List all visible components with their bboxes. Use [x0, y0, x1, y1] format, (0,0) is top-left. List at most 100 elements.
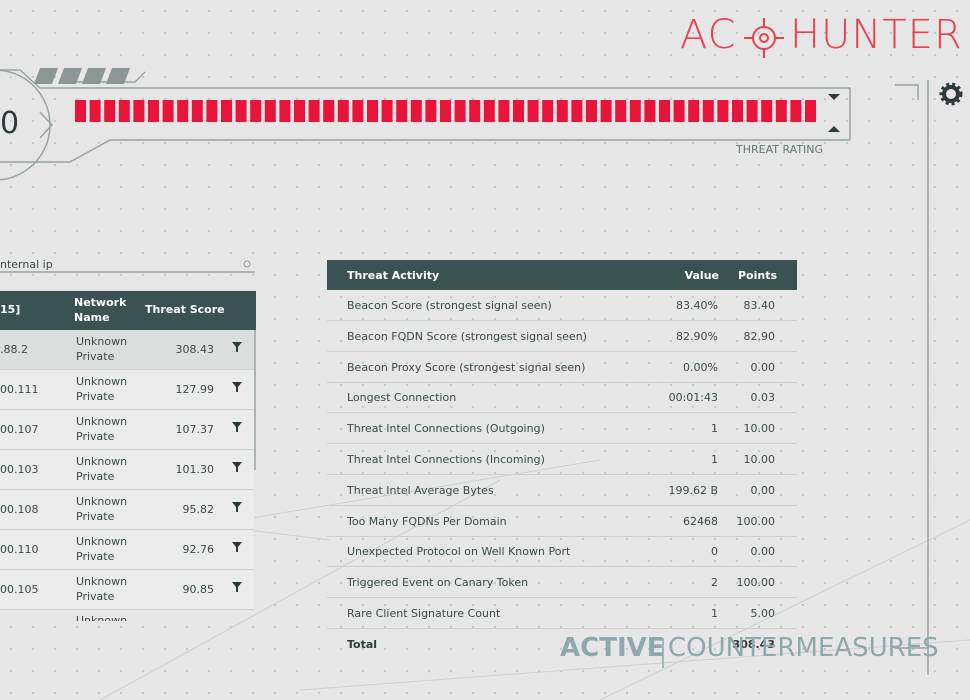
logo-left: AC	[680, 12, 737, 58]
threat-score-cell: 107.37	[175, 423, 215, 436]
value-cell: 2	[711, 576, 718, 590]
gauge-segment	[659, 100, 670, 122]
filter-icon[interactable]	[232, 422, 242, 432]
network-name-cell: Unknown Private	[76, 575, 128, 603]
activity-cell: Unexpected Protocol on Well Known Port	[347, 545, 571, 559]
gauge-segment	[805, 100, 816, 122]
value-cell: 82.90%	[676, 329, 718, 343]
ip-cell: 00.107	[0, 423, 39, 436]
value-cell: 0.00%	[683, 360, 718, 374]
value-cell: 199.62 B	[668, 483, 718, 497]
gauge-segment	[89, 100, 101, 122]
filter-icon[interactable]	[232, 382, 242, 392]
network-name-cell: Unknown Private	[76, 335, 128, 363]
gauge-segment	[732, 100, 743, 122]
value-cell: 1	[711, 422, 718, 436]
ip-cell: 00.111	[0, 383, 39, 396]
footer-logo-right: COUNTERMEASURES	[668, 633, 939, 663]
header-cell: Value	[684, 269, 719, 282]
gauge-segment	[761, 100, 773, 122]
ip-cell: 00.105	[0, 583, 39, 596]
value-cell: 00:01:43	[668, 391, 718, 405]
gauge-segment	[337, 100, 349, 122]
gauge-segment	[688, 100, 700, 122]
header-cell: 15]	[0, 303, 21, 316]
gauge-segment	[790, 100, 802, 122]
table-row	[327, 321, 797, 352]
table-row[interactable]	[0, 410, 254, 450]
table-row	[327, 444, 797, 475]
points-cell: 100.00	[736, 514, 776, 528]
table-row[interactable]	[0, 490, 254, 530]
table-row	[327, 567, 797, 599]
table-row[interactable]	[0, 370, 254, 410]
gauge-segment	[352, 100, 364, 122]
network-name-cell: Unknown	[76, 614, 128, 621]
filter-icon[interactable]	[232, 342, 242, 352]
gauge-segment	[148, 100, 159, 122]
table-row	[327, 352, 797, 383]
filter-icon[interactable]	[232, 462, 242, 472]
total-points: 308.43	[732, 637, 775, 651]
gauge-segment	[221, 100, 232, 122]
gauge-segment	[104, 100, 116, 122]
threat-score-cell: 101.30	[175, 463, 215, 476]
table-row[interactable]	[0, 530, 254, 570]
threat-score-cell: 127.99	[175, 383, 215, 396]
gauge-segment	[717, 100, 729, 122]
gauge-segment	[308, 100, 320, 122]
threat-score-cell: 92.76	[182, 543, 215, 556]
network-name-cell: Unknown Private	[76, 495, 128, 523]
gauge-segment	[294, 100, 305, 122]
table-row	[327, 598, 797, 629]
search-input[interactable]: nternal ip	[0, 258, 53, 271]
table-row	[327, 290, 797, 321]
gauge-segment	[513, 100, 524, 122]
filter-icon[interactable]	[232, 582, 242, 592]
value-cell: 0	[711, 545, 718, 559]
activity-table: Threat Activity Value Points Beacon Score (…	[327, 260, 797, 660]
activity-cell: Rare Client Signature Count	[347, 607, 501, 620]
threat-score-cell: 95.82	[182, 503, 215, 516]
table-row	[327, 413, 797, 445]
filter-icon[interactable]	[232, 542, 242, 552]
table-row[interactable]	[0, 570, 254, 610]
gauge-label: THREAT RATING	[736, 143, 824, 156]
value-cell: 1	[711, 453, 718, 466]
points-cell: 82.90	[743, 329, 776, 343]
gauge-segment	[396, 100, 408, 122]
gauge-segment	[264, 100, 276, 122]
gauge-segment	[600, 100, 612, 122]
total-label: Total	[347, 637, 378, 651]
ip-cell: 00.108	[0, 503, 39, 516]
ip-cell: .88.2	[0, 343, 28, 356]
activity-cell: Beacon Proxy Score (strongest signal see…	[347, 360, 586, 374]
gauge-segment	[571, 100, 583, 122]
logo-right: HUNTER	[790, 12, 963, 58]
table-row[interactable]	[0, 330, 254, 370]
table-row	[327, 475, 797, 506]
activity-cell: Longest Connection	[347, 391, 457, 405]
filter-icon[interactable]	[232, 502, 242, 512]
network-name-cell: Unknown Private	[76, 455, 128, 483]
points-cell: 0.00	[750, 545, 776, 559]
gauge-segment	[483, 100, 495, 122]
gauge-segment	[586, 100, 597, 122]
header-cell: Threat Score	[145, 303, 225, 316]
activity-cell: Too Many FQDNs Per Domain	[347, 514, 507, 528]
ip-cell: 00.103	[0, 463, 39, 476]
gauge-segment	[191, 100, 203, 122]
gauge-segment	[425, 100, 437, 122]
threat-score: 0	[0, 106, 20, 141]
footer-logo-left: ACTIVE	[560, 633, 665, 663]
gauge-segment	[673, 100, 685, 122]
gauge-segment	[440, 100, 451, 122]
activity-cell: Threat Intel Average Bytes	[347, 483, 494, 497]
gauge-segment	[367, 100, 378, 122]
gauge-segment	[250, 100, 262, 122]
value-cell: 62468	[683, 514, 718, 528]
table-row[interactable]	[0, 450, 254, 490]
table-row	[327, 382, 797, 414]
